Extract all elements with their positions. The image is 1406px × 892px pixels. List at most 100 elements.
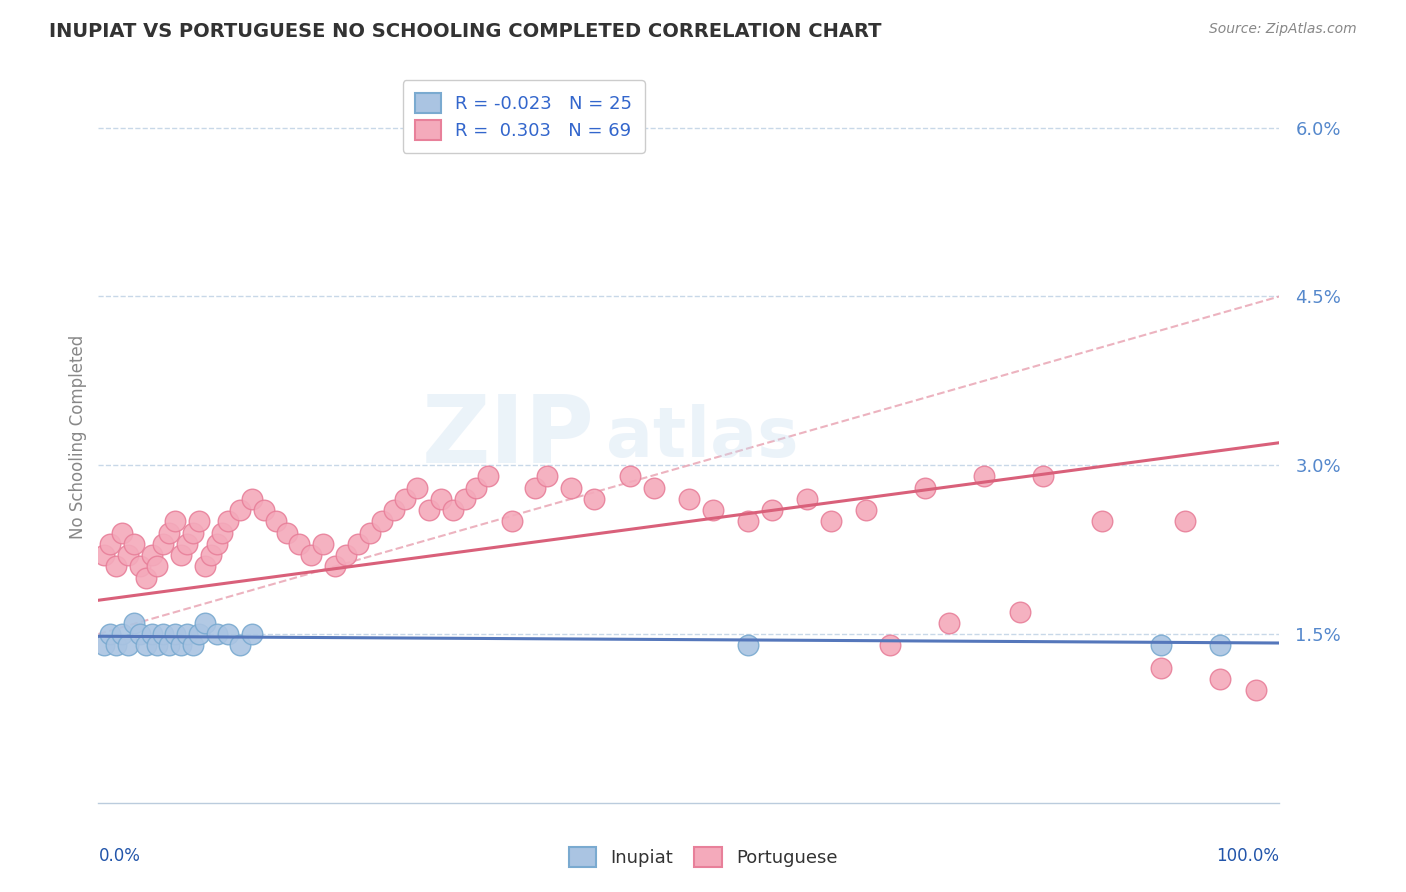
Point	[165, 627, 187, 641]
Point	[796, 491, 818, 506]
Point	[181, 638, 204, 652]
Point	[855, 503, 877, 517]
Point	[187, 515, 209, 529]
Point	[347, 537, 370, 551]
Point	[122, 537, 145, 551]
Point	[128, 559, 150, 574]
Point	[128, 627, 150, 641]
Point	[536, 469, 558, 483]
Point	[524, 481, 547, 495]
Point	[217, 515, 239, 529]
Point	[583, 491, 606, 506]
Point	[678, 491, 700, 506]
Point	[1244, 683, 1267, 698]
Point	[299, 548, 322, 562]
Point	[560, 481, 582, 495]
Point	[761, 503, 783, 517]
Text: atlas: atlas	[606, 403, 799, 471]
Point	[643, 481, 665, 495]
Point	[105, 638, 128, 652]
Point	[323, 559, 346, 574]
Point	[194, 615, 217, 630]
Point	[176, 537, 198, 551]
Point	[359, 525, 381, 540]
Point	[418, 503, 440, 517]
Point	[176, 627, 198, 641]
Point	[111, 627, 134, 641]
Point	[122, 615, 145, 630]
Point	[146, 638, 169, 652]
Point	[205, 627, 228, 641]
Point	[1032, 469, 1054, 483]
Point	[394, 491, 416, 506]
Point	[276, 525, 298, 540]
Point	[1150, 661, 1173, 675]
Point	[205, 537, 228, 551]
Point	[371, 515, 394, 529]
Point	[157, 525, 180, 540]
Point	[820, 515, 842, 529]
Point	[1091, 515, 1114, 529]
Point	[240, 491, 263, 506]
Point	[170, 638, 193, 652]
Point	[135, 638, 157, 652]
Point	[146, 559, 169, 574]
Point	[879, 638, 901, 652]
Point	[253, 503, 276, 517]
Point	[117, 638, 139, 652]
Point	[382, 503, 405, 517]
Point	[98, 537, 121, 551]
Point	[200, 548, 222, 562]
Point	[141, 627, 163, 641]
Point	[465, 481, 488, 495]
Point	[477, 469, 499, 483]
Point	[181, 525, 204, 540]
Point	[335, 548, 357, 562]
Text: INUPIAT VS PORTUGUESE NO SCHOOLING COMPLETED CORRELATION CHART: INUPIAT VS PORTUGUESE NO SCHOOLING COMPL…	[49, 22, 882, 41]
Point	[187, 627, 209, 641]
Text: Source: ZipAtlas.com: Source: ZipAtlas.com	[1209, 22, 1357, 37]
Point	[1209, 672, 1232, 686]
Point	[973, 469, 995, 483]
Text: 0.0%: 0.0%	[98, 847, 141, 864]
Point	[93, 548, 115, 562]
Point	[157, 638, 180, 652]
Point	[1209, 638, 1232, 652]
Point	[229, 638, 252, 652]
Point	[702, 503, 724, 517]
Text: ZIP: ZIP	[422, 391, 595, 483]
Y-axis label: No Schooling Completed: No Schooling Completed	[69, 335, 87, 539]
Point	[441, 503, 464, 517]
Point	[737, 515, 759, 529]
Point	[1150, 638, 1173, 652]
Point	[264, 515, 287, 529]
Point	[211, 525, 233, 540]
Point	[288, 537, 311, 551]
Text: 100.0%: 100.0%	[1216, 847, 1279, 864]
Point	[165, 515, 187, 529]
Point	[240, 627, 263, 641]
Point	[141, 548, 163, 562]
Point	[217, 627, 239, 641]
Point	[1174, 515, 1197, 529]
Point	[914, 481, 936, 495]
Point	[619, 469, 641, 483]
Point	[152, 627, 174, 641]
Point	[430, 491, 453, 506]
Point	[737, 638, 759, 652]
Point	[406, 481, 429, 495]
Point	[229, 503, 252, 517]
Point	[1008, 605, 1031, 619]
Point	[170, 548, 193, 562]
Point	[501, 515, 523, 529]
Point	[938, 615, 960, 630]
Point	[135, 571, 157, 585]
Point	[93, 638, 115, 652]
Point	[117, 548, 139, 562]
Point	[105, 559, 128, 574]
Legend: Inupiat, Portuguese: Inupiat, Portuguese	[561, 839, 845, 874]
Point	[98, 627, 121, 641]
Point	[453, 491, 475, 506]
Point	[194, 559, 217, 574]
Point	[111, 525, 134, 540]
